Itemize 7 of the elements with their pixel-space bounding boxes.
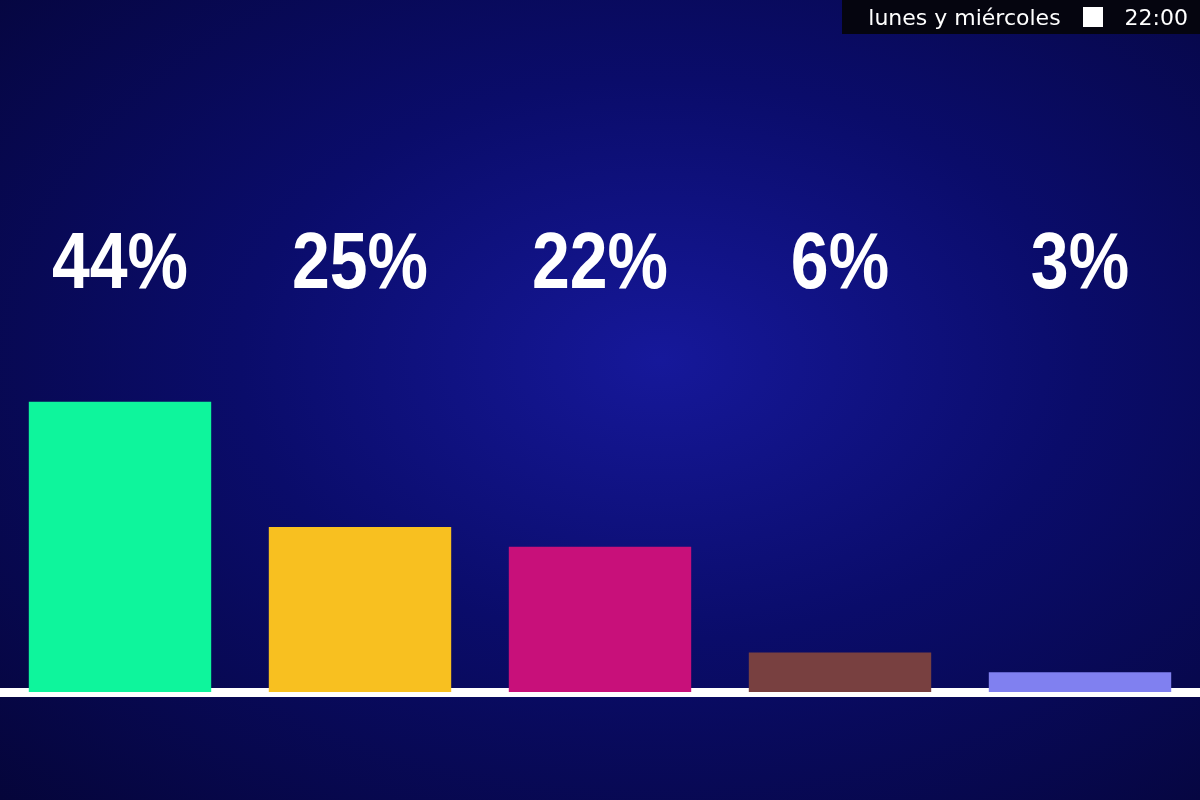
data-label: 22% <box>531 215 669 306</box>
data-label: 3% <box>1030 215 1130 306</box>
data-label: 44% <box>51 215 189 306</box>
data-label: 25% <box>291 215 429 306</box>
text: lunes y miércoles <box>868 4 1061 30</box>
text: 22:00 <box>1124 4 1188 30</box>
data-label: 6% <box>790 215 890 306</box>
